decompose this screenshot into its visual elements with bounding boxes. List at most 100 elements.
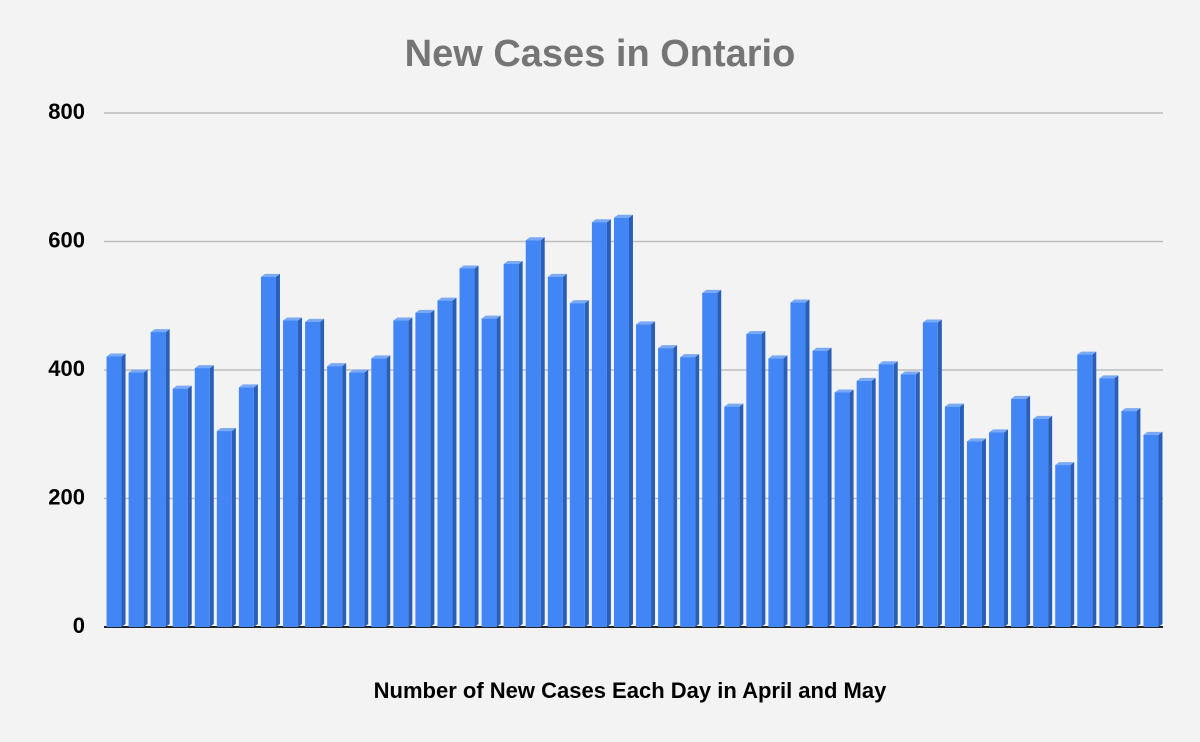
bar-top	[327, 363, 347, 367]
bar-top	[371, 355, 391, 359]
bar-front	[525, 240, 541, 627]
bar-side	[1092, 351, 1097, 627]
bar-top	[1143, 431, 1163, 435]
bar-side	[1136, 408, 1141, 627]
bar-side	[628, 214, 633, 628]
bar	[503, 260, 523, 627]
bar-top	[680, 354, 700, 358]
bar-top	[393, 317, 413, 321]
chart-title: New Cases in Ontario	[405, 33, 796, 75]
bar-side	[1004, 429, 1009, 627]
bar	[547, 273, 567, 627]
bar	[525, 237, 545, 627]
bar	[658, 345, 678, 627]
y-tick-label: 200	[48, 484, 85, 509]
bar-front	[944, 406, 960, 627]
bar-top	[216, 428, 236, 432]
bar-side	[849, 389, 854, 627]
bar-top	[415, 309, 435, 313]
bar-side	[1026, 395, 1031, 627]
bar	[966, 438, 986, 627]
bar-side	[673, 345, 678, 627]
bar-front	[1121, 411, 1137, 627]
bar-top	[106, 353, 126, 357]
bar	[636, 321, 656, 627]
bar-side	[805, 299, 810, 627]
bar-front	[1011, 398, 1027, 627]
bar-front	[1099, 378, 1115, 627]
bar	[1011, 395, 1031, 627]
bar-front	[415, 312, 431, 627]
bar-top	[922, 319, 942, 323]
bar-top	[525, 237, 545, 241]
x-axis-label: Number of New Cases Each Day in April an…	[374, 678, 887, 703]
bar	[1099, 375, 1119, 627]
bar	[1055, 462, 1075, 627]
bar	[1033, 415, 1053, 627]
bar	[878, 361, 898, 627]
bar-front	[459, 268, 475, 627]
bar-side	[342, 363, 347, 627]
bar	[481, 315, 501, 627]
bar-side	[1158, 431, 1163, 627]
bar	[900, 371, 920, 627]
bar	[172, 385, 192, 627]
bar	[283, 317, 303, 627]
bar-front	[260, 276, 276, 627]
bar-side	[1114, 375, 1119, 627]
bar-top	[503, 260, 523, 264]
bar-side	[981, 438, 986, 627]
bar	[459, 265, 479, 627]
bar-side	[452, 297, 457, 627]
bar-side	[496, 315, 501, 627]
bar	[1143, 431, 1163, 627]
bar-front	[283, 320, 299, 627]
bar-side	[915, 371, 920, 627]
bar	[238, 384, 258, 627]
bar-side	[695, 354, 700, 627]
bar-top	[128, 369, 148, 373]
bar-top	[966, 438, 986, 442]
bar-front	[856, 380, 872, 627]
bar-top	[878, 361, 898, 365]
y-tick-label: 400	[48, 356, 85, 381]
bar	[437, 297, 457, 627]
bar-front	[1055, 465, 1071, 627]
bar-top	[1077, 351, 1097, 355]
bar-front	[613, 217, 629, 628]
bar-top	[194, 365, 214, 369]
bar-front	[878, 364, 894, 627]
bar-top	[856, 377, 876, 381]
bar-front	[437, 300, 453, 627]
bar-top	[1099, 375, 1119, 379]
bar-front	[746, 334, 762, 627]
bar	[591, 219, 611, 627]
bar-top	[834, 389, 854, 393]
bar	[349, 369, 369, 627]
bar	[702, 289, 722, 627]
bar-front	[591, 222, 607, 627]
bar-front	[1077, 354, 1093, 627]
bar-side	[143, 369, 148, 627]
bar-top	[150, 329, 170, 333]
bar-side	[893, 361, 898, 627]
bar	[393, 317, 413, 627]
bar-side	[187, 385, 192, 627]
bar-side	[827, 347, 832, 627]
bar	[415, 309, 435, 627]
bar-front	[812, 350, 828, 627]
bar-front	[768, 358, 784, 627]
bar-front	[393, 320, 409, 627]
bar	[194, 365, 214, 627]
bar-top	[459, 265, 479, 269]
bar-side	[275, 273, 280, 627]
bar	[106, 353, 126, 627]
bar-front	[680, 357, 696, 627]
bar	[327, 363, 347, 627]
bar-side	[253, 384, 258, 627]
bar-side	[231, 428, 236, 627]
bar-front	[216, 431, 232, 627]
bar-front	[238, 387, 254, 627]
bar-front	[128, 372, 144, 627]
bar-side	[606, 219, 611, 627]
